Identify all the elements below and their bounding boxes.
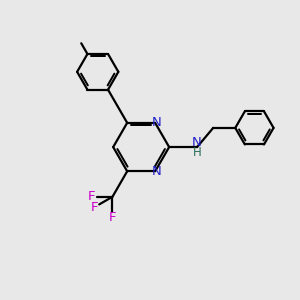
Text: F: F bbox=[91, 201, 98, 214]
Text: N: N bbox=[192, 136, 202, 149]
Text: F: F bbox=[109, 211, 116, 224]
Text: N: N bbox=[152, 165, 161, 178]
Text: N: N bbox=[152, 116, 161, 129]
Text: H: H bbox=[193, 146, 202, 159]
Text: F: F bbox=[88, 190, 96, 203]
